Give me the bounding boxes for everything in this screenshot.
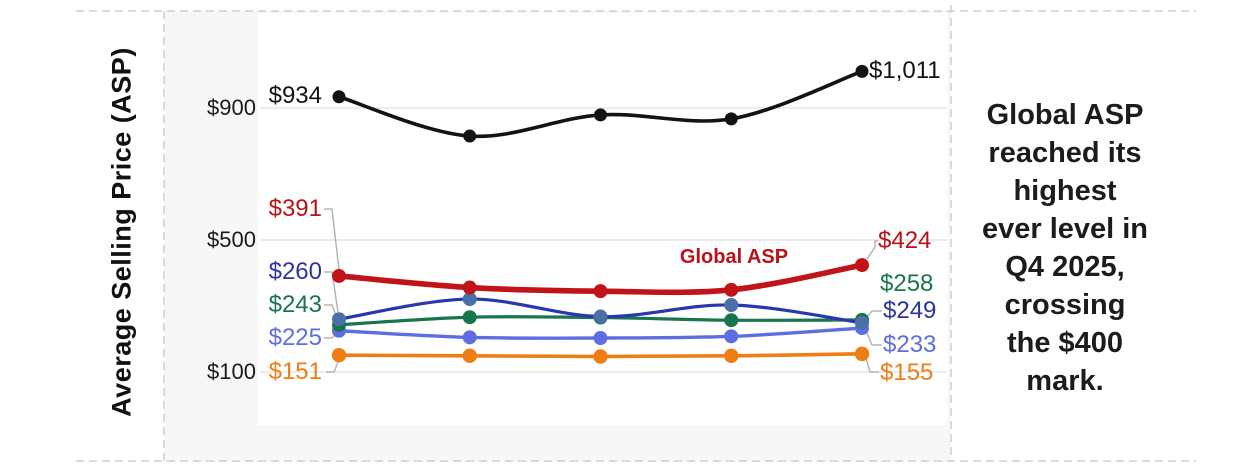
series-point-orange-line	[854, 346, 870, 362]
y-tick-500: $500	[207, 227, 256, 252]
series-point-navy-line	[724, 298, 739, 313]
leader-260	[324, 271, 339, 313]
value-label-green-end: $258	[880, 270, 934, 297]
y-tick-100: $100	[207, 359, 256, 384]
series-point-orange-line	[462, 348, 477, 364]
series-line-top-black-line	[337, 69, 864, 139]
leader-424	[866, 240, 878, 260]
annotation-text: Global ASP reached its highest ever leve…	[981, 99, 1149, 397]
series-point-periwinkle-line	[462, 330, 477, 345]
value-label-orange-start: $151	[268, 358, 322, 385]
series-point-global-asp	[462, 280, 477, 295]
series-point-orange-line	[331, 347, 347, 363]
series-point-global-asp	[724, 282, 739, 297]
leader-391	[324, 208, 340, 271]
global-asp-series-label: Global ASP	[679, 246, 789, 268]
y-axis-title: Average Selling Price (ASP)	[106, 47, 137, 417]
leader-233	[865, 330, 882, 346]
series-point-periwinkle-line	[724, 329, 739, 344]
leader-151	[326, 361, 339, 373]
value-label-green-start: $243	[268, 291, 322, 318]
series-point-orange-line	[724, 348, 739, 364]
label-leader-lines	[324, 208, 882, 373]
series-point-top-black-line	[724, 112, 738, 126]
value-label-black-start: $934	[268, 82, 322, 109]
y-tick-900: $900	[207, 95, 256, 120]
series-point-top-black-line	[855, 64, 869, 78]
series-point-global-asp	[593, 284, 608, 299]
value-label-orange-end: $155	[880, 359, 934, 386]
value-label-black-end: $1,011	[869, 57, 941, 84]
series-point-navy-line	[593, 309, 608, 324]
value-label-navy-start: $260	[268, 258, 322, 285]
series-point-green-line	[462, 310, 477, 325]
leader-155	[865, 357, 879, 373]
value-label-navy-end: $249	[883, 297, 937, 324]
series-point-top-black-line	[332, 90, 346, 104]
leader-249	[865, 310, 882, 319]
value-label-globalasp-end: $424	[878, 227, 932, 254]
series-point-navy-line	[855, 315, 869, 330]
value-label-globalasp-start: $391	[268, 195, 322, 222]
series-point-orange-line	[593, 349, 608, 364]
series-point-top-black-line	[463, 129, 477, 143]
series-point-navy-line	[462, 292, 477, 307]
value-label-periwinkle-start: $225	[268, 324, 322, 351]
value-label-periwinkle-end: $233	[883, 331, 937, 358]
series-point-navy-line	[332, 312, 346, 327]
series-point-top-black-line	[594, 108, 607, 122]
series-point-periwinkle-line	[593, 331, 608, 346]
series-point-global-asp	[332, 268, 346, 283]
series-point-green-line	[724, 313, 739, 328]
series-point-global-asp	[855, 258, 869, 273]
